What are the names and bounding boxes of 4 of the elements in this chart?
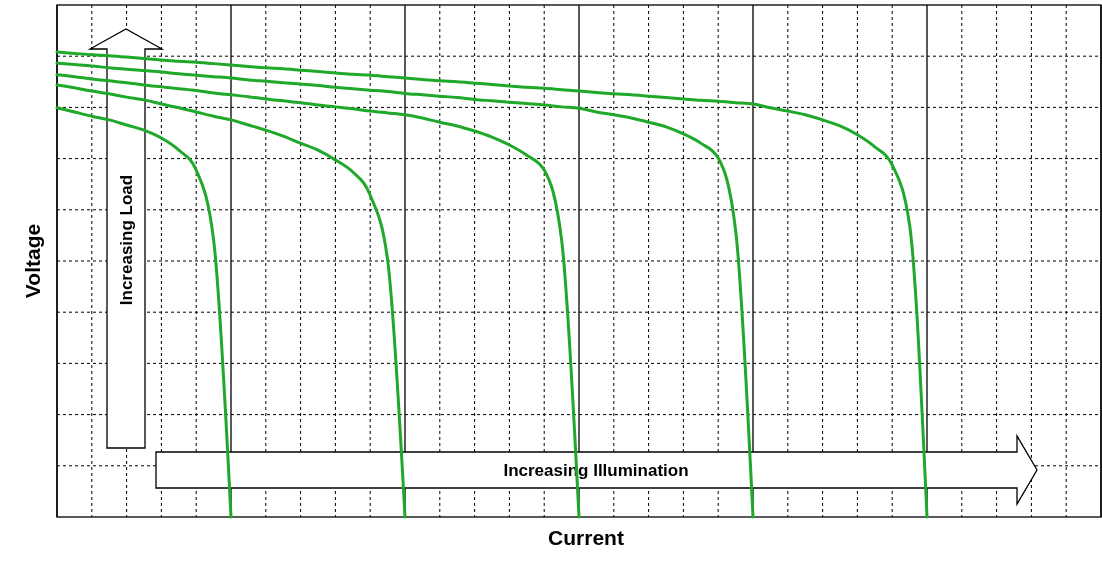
- x-axis-title: Current: [548, 526, 624, 549]
- y-axis-title: Voltage: [21, 223, 44, 299]
- upward-arrow: Increasing Load: [87, 28, 165, 449]
- annotation: Increasing Load: [117, 174, 136, 306]
